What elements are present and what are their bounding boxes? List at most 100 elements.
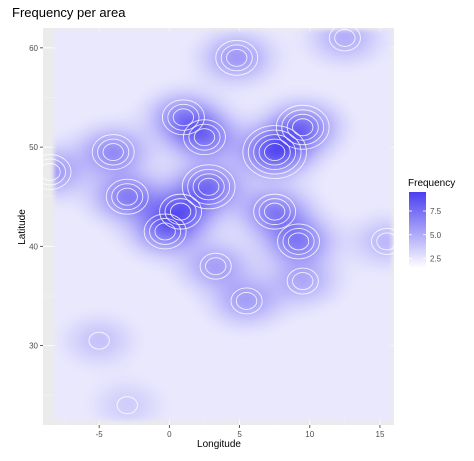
heat-cell xyxy=(105,221,111,226)
heat-cell xyxy=(150,208,156,213)
heat-cell xyxy=(206,333,212,338)
heat-cell xyxy=(329,221,335,226)
heat-cell xyxy=(105,255,111,260)
heat-cell xyxy=(279,60,285,65)
heat-cell xyxy=(54,212,60,217)
heat-cell xyxy=(110,99,116,104)
heat-cell xyxy=(341,138,347,143)
heat-cell xyxy=(71,104,77,109)
heat-cell xyxy=(262,346,268,351)
heat-cell xyxy=(161,30,167,35)
heat-cell xyxy=(273,112,279,117)
heat-cell xyxy=(88,268,94,273)
heat-cell xyxy=(240,251,246,256)
heat-cell xyxy=(54,56,60,61)
heat-cell xyxy=(155,190,161,195)
heat-cell xyxy=(94,212,100,217)
heat-cell xyxy=(211,34,217,39)
heat-cell xyxy=(88,91,94,96)
heat-cell xyxy=(341,346,347,351)
heat-cell xyxy=(262,91,268,96)
heat-cell xyxy=(94,251,100,256)
heat-cell xyxy=(318,372,324,377)
heat-cell xyxy=(352,125,358,130)
heat-cell xyxy=(122,251,128,256)
heat-cell xyxy=(105,65,111,70)
heat-cell xyxy=(71,407,77,412)
heat-cell xyxy=(77,381,83,386)
heat-cell xyxy=(172,160,178,165)
heat-cell xyxy=(245,173,251,178)
heat-cell xyxy=(105,286,111,291)
heat-cell xyxy=(251,398,257,403)
heat-cell xyxy=(189,364,195,369)
heat-cell xyxy=(346,212,352,217)
heat-cell xyxy=(256,346,262,351)
heat-cell xyxy=(127,407,133,412)
heat-cell xyxy=(195,156,201,161)
heat-cell xyxy=(211,346,217,351)
heat-cell xyxy=(200,303,206,308)
heat-cell xyxy=(273,355,279,360)
heat-cell xyxy=(251,394,257,399)
heat-cell xyxy=(341,238,347,243)
heat-cell xyxy=(346,325,352,330)
heat-cell xyxy=(133,43,139,48)
heat-cell xyxy=(122,277,128,282)
heat-cell xyxy=(71,351,77,356)
heat-cell xyxy=(296,247,302,252)
heat-cell xyxy=(273,229,279,234)
heat-cell xyxy=(172,320,178,325)
heat-cell xyxy=(301,199,307,204)
heat-cell xyxy=(116,234,122,239)
heat-cell xyxy=(240,277,246,282)
heat-cell xyxy=(307,372,313,377)
heat-cell xyxy=(155,73,161,78)
heat-cell xyxy=(228,351,234,356)
heat-cell xyxy=(234,121,240,126)
heat-cell xyxy=(183,307,189,312)
heat-cell xyxy=(65,411,71,416)
heat-cell xyxy=(335,225,341,230)
heat-cell xyxy=(200,39,206,44)
heat-cell xyxy=(324,208,330,213)
heat-cell xyxy=(290,320,296,325)
heat-cell xyxy=(60,251,66,256)
heat-cell xyxy=(217,151,223,156)
heat-cell xyxy=(318,78,324,83)
heat-cell xyxy=(324,260,330,265)
heat-cell xyxy=(290,78,296,83)
heat-cell xyxy=(206,416,212,421)
heat-cell xyxy=(290,56,296,61)
heat-cell xyxy=(144,416,150,421)
heat-cell xyxy=(256,342,262,347)
heat-cell xyxy=(290,351,296,356)
heat-cell xyxy=(228,277,234,282)
heat-cell xyxy=(341,182,347,187)
heat-cell xyxy=(178,82,184,87)
heat-cell xyxy=(245,372,251,377)
heat-cell xyxy=(335,177,341,182)
heat-cell xyxy=(329,294,335,299)
heat-cell xyxy=(335,182,341,187)
heat-cell xyxy=(273,416,279,421)
heat-cell xyxy=(88,182,94,187)
heat-cell xyxy=(324,195,330,200)
heat-cell xyxy=(318,320,324,325)
heat-cell xyxy=(172,147,178,152)
heat-cell xyxy=(256,372,262,377)
heat-cell xyxy=(251,221,257,226)
heat-cell xyxy=(341,303,347,308)
heat-cell xyxy=(329,238,335,243)
heat-cell xyxy=(256,316,262,321)
heat-cell xyxy=(172,355,178,360)
heat-cell xyxy=(284,73,290,78)
heat-cell xyxy=(110,398,116,403)
heat-cell xyxy=(234,216,240,221)
heat-cell xyxy=(178,338,184,343)
heat-cell xyxy=(144,52,150,57)
heat-cell xyxy=(245,208,251,213)
heat-cell xyxy=(245,294,251,299)
heat-cell xyxy=(71,299,77,304)
heat-cell xyxy=(88,112,94,117)
